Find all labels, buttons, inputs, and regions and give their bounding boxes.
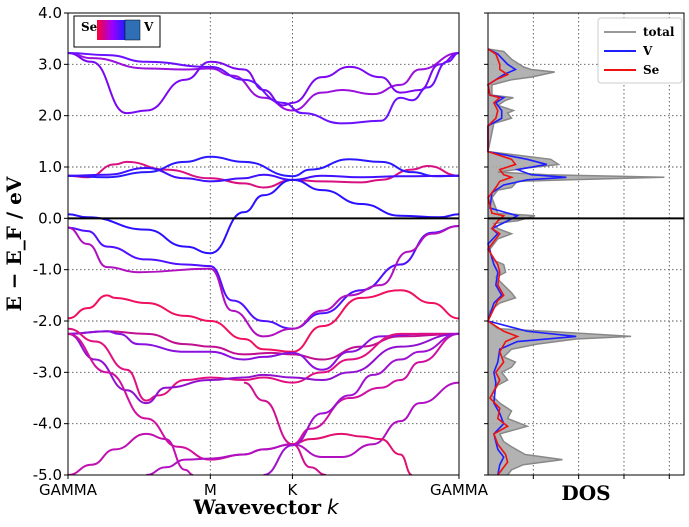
band-x-axis-title-text: Wavevector [192,495,321,519]
band-y-tick-label: 3.0 [38,55,62,73]
dos-legend-box [597,17,683,84]
dos-legend-v-label: V [642,44,653,58]
band-line-b14 [68,332,459,405]
band-line-b18 [243,381,327,475]
band-lines [68,52,459,475]
band-line-b12 [68,330,459,371]
colorbar-legend: Se V [73,15,161,48]
band-x-tick-label: GAMMA [39,481,98,499]
band-line-b7 [68,178,459,255]
band-y-tick-label: -5.0 [33,466,62,484]
band-y-tick-label: 4.0 [38,4,62,22]
dos-legend-se-label: Se [643,63,660,77]
dos-legend: total V Se [597,17,683,84]
dos-total-line [487,48,665,476]
colorbar-legend-se-label: Se [81,20,98,34]
band-line-b9 [68,225,459,338]
band-y-tick-label: -1.0 [33,261,62,279]
band-x-tick-label: GAMMA [430,481,489,499]
colorbar-gradient [97,20,125,40]
band-line-b5 [68,155,459,179]
band-line-b6 [68,167,459,183]
dos-ticks [484,12,670,479]
band-line-b11 [68,330,459,361]
dos-v-line [486,48,577,476]
band-panel-frame [67,12,460,476]
dos-panel-frame [487,12,685,476]
band-line-b2 [68,52,459,115]
band-line-b4 [68,160,459,189]
band-y-axis-title: E − E_F / eV [2,176,26,311]
dos-panel: total V Se DOS [484,12,685,505]
band-y-tick-label: -2.0 [33,312,62,330]
band-line-b10 [68,289,459,353]
band-y-tick-label: -3.0 [33,363,62,381]
band-y-tick-label: 1.0 [38,158,62,176]
band-x-tick-label: M [204,481,217,499]
band-line-b19 [292,432,413,475]
band-x-tick-label: K [288,481,299,499]
colorbar-legend-v-label: V [143,20,154,34]
band-line-b16 [68,432,194,475]
colorbar-end-patch [124,19,141,41]
band-y-ticks: 4.0 3.0 2.0 1.0 0.0 -1.0 -2.0 -3.0 -4.0 -5.0 [33,4,68,484]
dos-x-axis-title: DOS [561,481,610,505]
band-x-ticks: GAMMA M K GAMMA [39,475,489,499]
band-y-tick-label: -4.0 [33,415,62,433]
band-structure-panel: 4.0 3.0 2.0 1.0 0.0 -1.0 -2.0 -3.0 -4.0 -5.0 GAMM… [2,4,489,519]
band-line-b3 [68,52,459,125]
dos-se-line [486,48,520,476]
band-y-tick-label: 0.0 [38,209,62,227]
band-line-b20 [263,332,459,475]
band-y-tick-label: 2.0 [38,107,62,125]
band-x-axis-title: Wavevector k [192,495,340,519]
dos-legend-total-label: total [643,25,675,39]
band-x-axis-title-k: k [327,495,340,519]
